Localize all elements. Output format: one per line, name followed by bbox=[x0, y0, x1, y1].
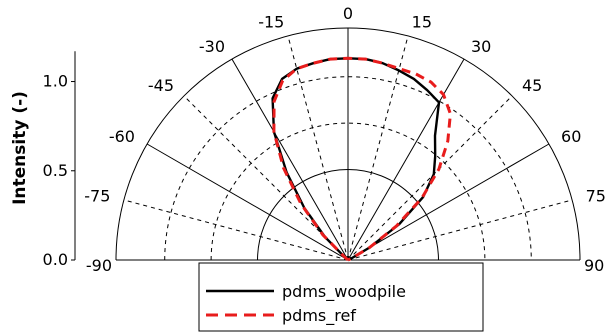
radial-tick-label: 0.5 bbox=[43, 161, 68, 180]
legend-label: pdms_woodpile bbox=[282, 282, 406, 302]
angle-tick-label: 45 bbox=[522, 76, 542, 95]
spoke-line bbox=[287, 35, 349, 261]
radial-tick-label: 1.0 bbox=[43, 72, 68, 91]
angle-tick-label: 15 bbox=[412, 12, 432, 31]
grid-arc bbox=[210, 122, 486, 261]
angle-tick-label: 0 bbox=[343, 4, 353, 23]
angle-tick-label: -60 bbox=[109, 127, 135, 146]
spoke-line bbox=[183, 95, 349, 261]
spoke-line bbox=[347, 58, 465, 261]
series-line-pdms_ref bbox=[272, 56, 452, 262]
angle-tick-label: 60 bbox=[561, 127, 581, 146]
spoke-line bbox=[146, 143, 349, 261]
y-axis-label: Intensity (-) bbox=[10, 91, 30, 205]
radial-tick-label: 0.0 bbox=[43, 250, 68, 269]
spoke-line bbox=[231, 58, 349, 261]
legend-label: pdms_ref bbox=[282, 306, 356, 326]
angle-tick-label: 75 bbox=[586, 186, 605, 205]
legend-box bbox=[198, 262, 484, 332]
spoke-line bbox=[347, 95, 513, 261]
spoke-line bbox=[123, 199, 349, 261]
spoke-line bbox=[347, 143, 550, 261]
angle-tick-label: 90 bbox=[584, 256, 604, 275]
angle-tick-label: -90 bbox=[86, 256, 112, 275]
grid-arc bbox=[164, 76, 532, 261]
angle-tick-label: 30 bbox=[471, 37, 491, 56]
legend: pdms_woodpile pdms_ref bbox=[198, 262, 484, 332]
angle-tick-label: -45 bbox=[148, 76, 174, 95]
angle-tick-label: -75 bbox=[84, 186, 110, 205]
angle-tick-label: -30 bbox=[199, 37, 225, 56]
spoke-line bbox=[347, 35, 409, 261]
polar-grid bbox=[115, 27, 581, 261]
angle-tick-label: -15 bbox=[258, 12, 284, 31]
radial-axis: Intensity (-) 0.0 0.5 1.0 bbox=[10, 51, 76, 269]
angle-tick-labels: -90 -75 -60 -45 -30 -15 0 15 30 45 60 75 90 bbox=[84, 4, 605, 275]
series-layer bbox=[271, 56, 452, 262]
spoke-line bbox=[347, 199, 573, 261]
